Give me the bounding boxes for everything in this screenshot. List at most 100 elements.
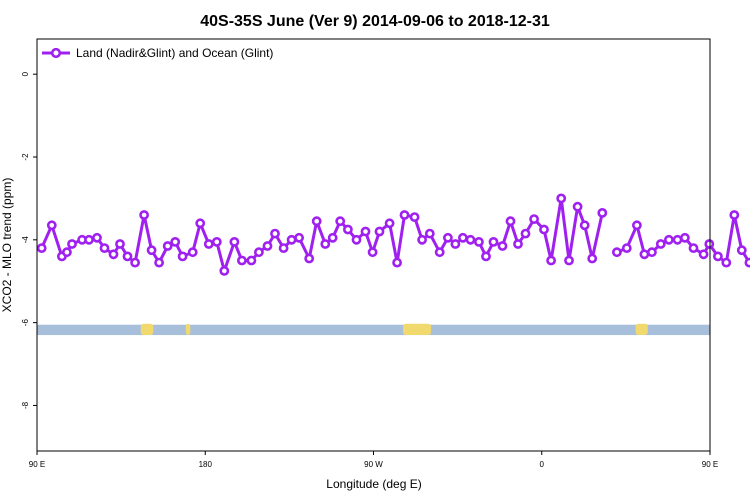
data-point-59 [513,239,523,249]
y-tick-label-1: -2 [21,153,30,161]
data-point-45 [399,210,410,220]
y-tick-label-2: -4 [21,236,30,244]
land-patch-3 [635,323,648,336]
data-point-46 [409,212,420,222]
data-point-11 [122,251,133,262]
x-axis-ticks: 90 E 180 90 W 0 90 E [29,451,718,469]
data-point-66 [572,201,583,212]
land-patch-2 [403,323,432,336]
data-point-13 [139,210,149,220]
data-point-57 [497,241,508,251]
plot-frame [36,38,711,452]
data-point-69 [597,207,608,218]
data-point-7 [92,232,102,243]
data-point-28 [262,241,273,251]
data-point-18 [177,251,188,262]
data-point-61 [529,214,539,224]
data-point-75 [655,239,666,249]
data-point-65 [564,255,574,266]
data-point-15 [154,257,164,268]
x-axis-label: Longitude (deg E) [326,477,421,491]
data-point-9 [108,249,119,260]
data-point-79 [688,243,699,253]
data-point-72 [632,220,642,231]
data-point-84 [729,210,740,220]
data-point-8 [99,243,110,253]
data-point-80 [698,249,709,260]
data-point-22 [211,236,222,247]
data-point-81 [704,239,715,249]
y-axis-ticks: 0 -2 -4 -6 -8 [21,71,37,409]
data-point-70 [612,247,622,258]
x-tick-label-4: 90 E [702,460,718,469]
data-point-86 [744,257,750,268]
data-point-26 [246,255,257,266]
data-point-51 [450,239,461,249]
data-point-71 [621,243,632,253]
data-point-78 [680,232,690,243]
data-point-16 [162,241,173,251]
data-point-67 [579,220,590,231]
data-point-1 [46,220,57,231]
land-patch-1 [185,323,191,336]
data-point-38 [342,224,353,235]
data-point-17 [170,236,181,247]
legend-marker [50,47,62,59]
data-point-53 [465,234,476,245]
data-point-49 [434,247,445,258]
y-tick-label-4: -8 [21,401,30,409]
data-point-14 [146,245,157,256]
y-axis-label: XCO2 - MLO trend (ppm) [0,178,14,313]
data-point-63 [546,255,556,266]
ocean-band [37,324,710,336]
data-point-37 [335,216,346,227]
data-point-32 [294,232,304,243]
data-point-64 [556,193,567,204]
data-point-58 [505,216,516,227]
x-tick-label-2: 90 W [364,460,383,469]
data-point-83 [721,257,732,268]
data-point-10 [115,239,125,249]
y-tick-label-0: 0 [21,71,30,76]
x-tick-label-3: 0 [540,460,545,469]
data-point-56 [488,236,499,247]
data-point-0 [36,243,47,253]
data-point-41 [367,247,378,258]
data-point-34 [311,216,322,227]
data-point-35 [320,239,331,249]
data-point-68 [587,253,598,264]
data-point-85 [736,245,747,256]
data-point-24 [229,236,240,247]
data-point-12 [130,257,140,268]
data-point-62 [539,224,549,235]
data-point-54 [473,236,484,247]
data-point-3 [62,247,72,258]
land-ocean-band [37,323,710,336]
data-point-33 [304,253,315,264]
data-point-47 [417,234,427,245]
data-point-73 [639,249,650,260]
chart-title: 40S-35S June (Ver 9) 2014-09-06 to 2018-… [200,13,550,30]
data-point-50 [442,232,453,243]
data-point-52 [457,232,468,243]
data-point-82 [713,251,723,262]
data-point-27 [253,247,264,258]
legend: Land (Nadir&Glint) and Ocean (Glint) [42,46,273,60]
land-patch-0 [140,323,154,336]
data-point-44 [392,257,402,268]
y-tick-label-3: -6 [21,319,30,327]
data-point-74 [647,247,657,258]
data-point-43 [384,218,395,229]
data-point-19 [187,247,198,258]
data-series [36,193,750,276]
data-point-77 [672,234,683,245]
x-tick-label-1: 180 [199,460,213,469]
data-point-4 [67,239,77,249]
x-tick-label-0: 90 E [29,460,45,469]
data-point-42 [374,226,385,237]
series-line-segment-0 [40,196,604,273]
data-point-40 [360,226,371,237]
data-point-23 [219,265,230,276]
data-point-31 [286,234,297,245]
